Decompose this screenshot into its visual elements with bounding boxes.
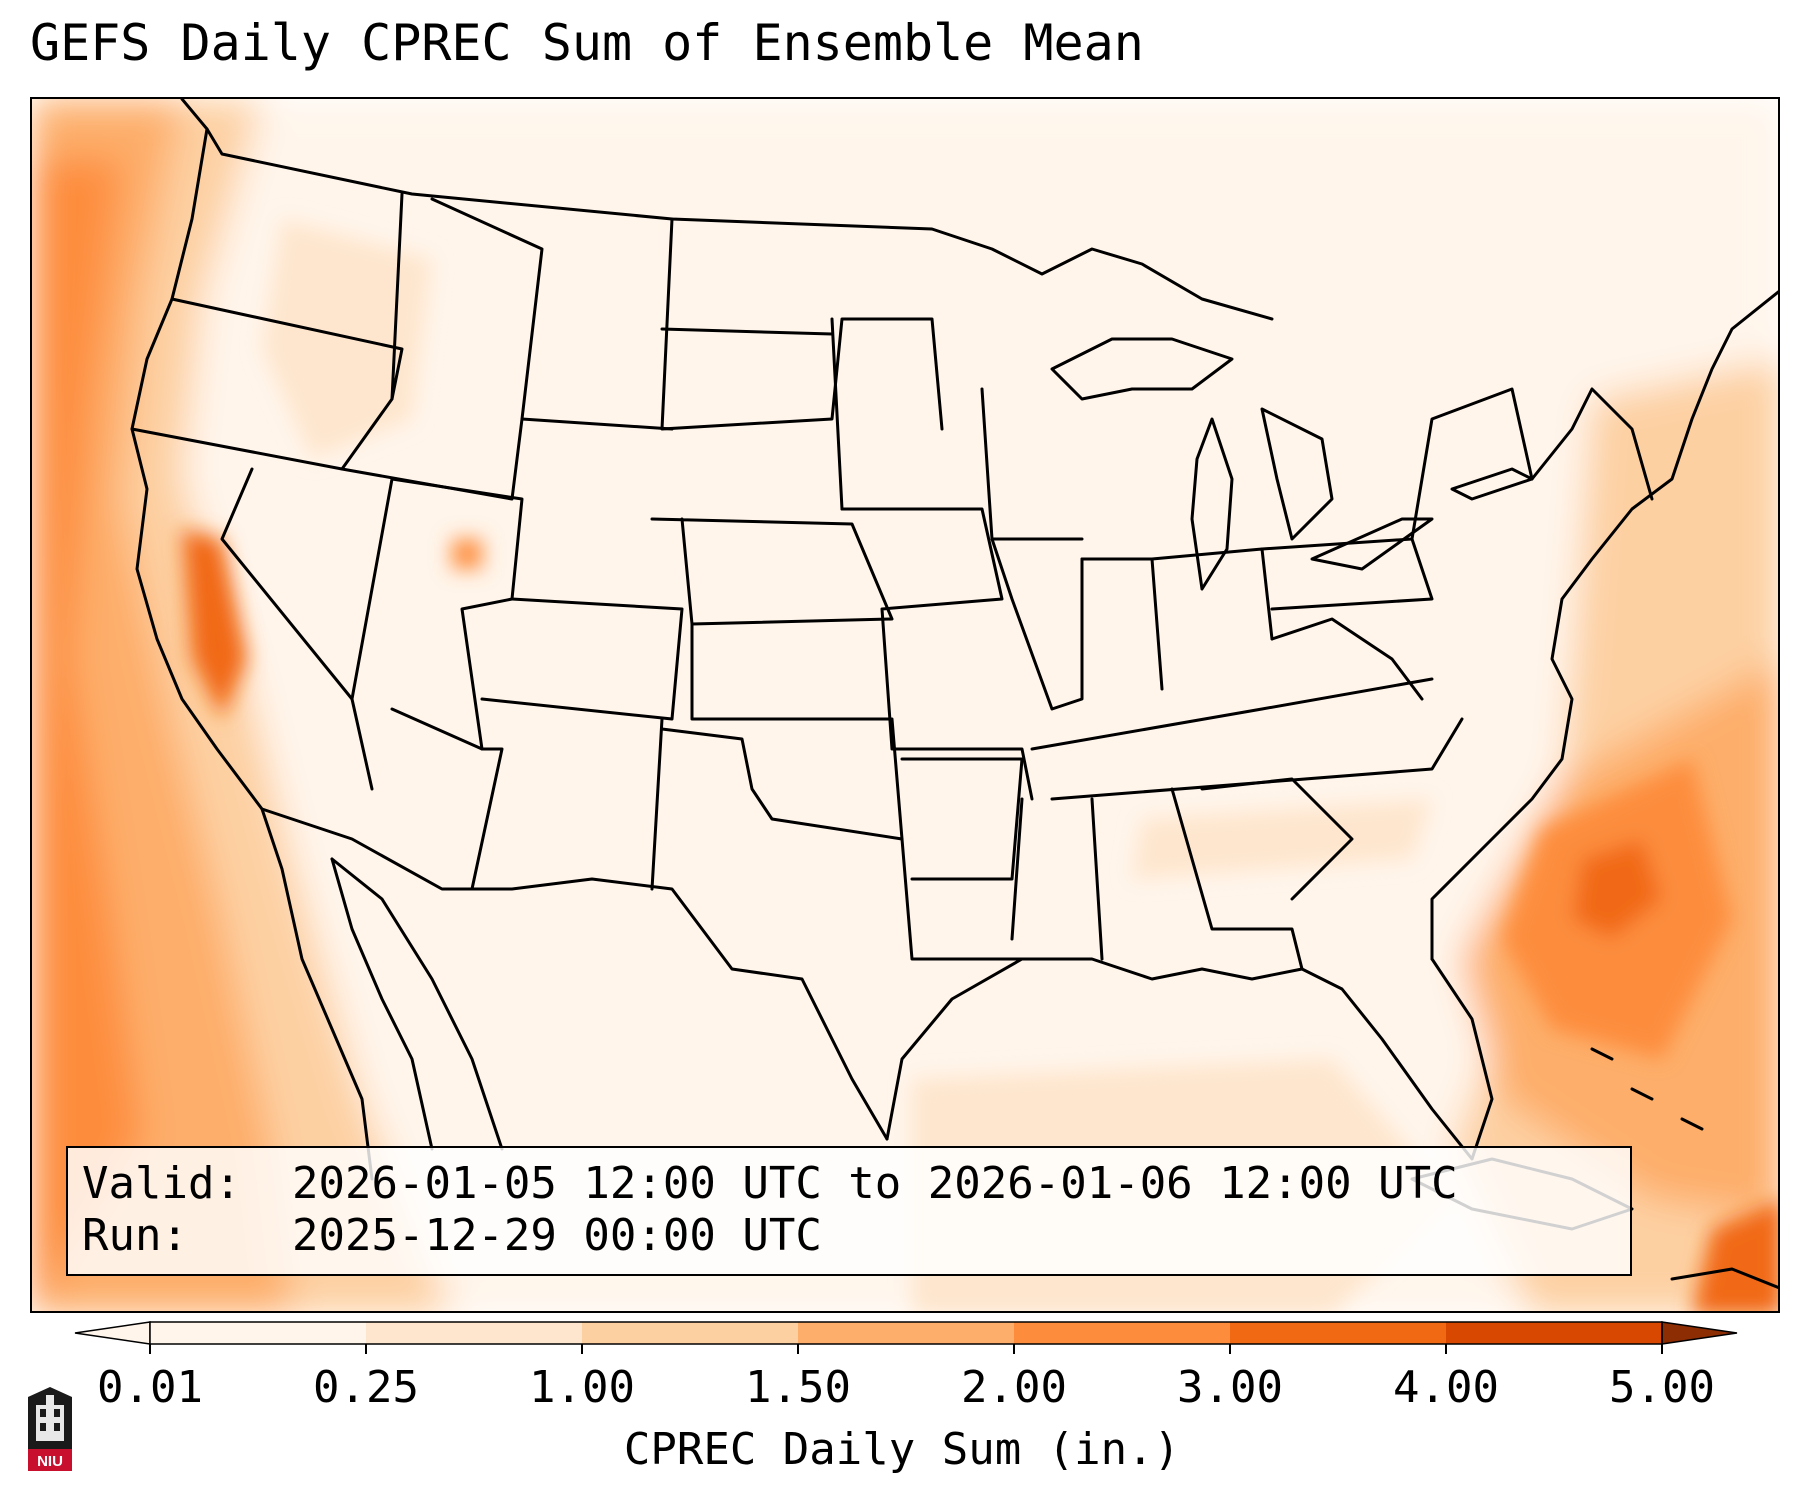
state-line-nm-tx [650, 717, 664, 891]
lake-superior [1050, 337, 1234, 401]
pacific-coastline [130, 99, 374, 1181]
state-line-co [480, 597, 684, 721]
colorbar-tick-label: 0.01 [97, 1362, 203, 1413]
state-line-la-tx [900, 837, 1024, 961]
gulf-of-california-coast [330, 857, 504, 1151]
state-line-id [340, 192, 524, 501]
precip-northwest-light [262, 219, 432, 459]
colorbar-segment [1446, 1322, 1663, 1344]
colorbar-tick-label: 0.25 [313, 1362, 419, 1413]
lake-erie [1310, 517, 1434, 571]
colorbar-extend-high [1661, 1321, 1738, 1345]
lake-michigan [1190, 417, 1234, 591]
geographic-boundaries [130, 99, 1778, 1290]
state-line-nd-sd [660, 327, 834, 336]
colorbar-segment [150, 1322, 367, 1344]
colorbar-tick-label: 4.00 [1393, 1362, 1499, 1413]
precip-sierra-max [182, 529, 247, 719]
colorbar-tick-label: 1.50 [745, 1362, 851, 1413]
colorbar-tick-label: 3.00 [1177, 1362, 1283, 1413]
colorbar [74, 1321, 1738, 1354]
state-line-ia-mo [840, 507, 1034, 801]
run-key: Run: [82, 1210, 188, 1261]
run-row: Run: 2025-12-29 00:00 UTC [82, 1214, 822, 1258]
niu-logo: NIU [28, 1387, 72, 1471]
lake-huron [1260, 407, 1334, 541]
precip-light-wash [32, 99, 1778, 1311]
precip-southeast-max [1572, 839, 1662, 939]
precip-tennessee-light [1132, 799, 1432, 879]
precip-caribbean-max [1692, 1200, 1778, 1311]
niu-logo-text: NIU [37, 1453, 63, 1470]
colorbar-tick-label: 2.00 [961, 1362, 1067, 1413]
precip-shading [32, 99, 1778, 1311]
state-line-new-england [1530, 387, 1654, 501]
us-mexico-border [260, 807, 889, 1141]
state-line-ne-ks [650, 517, 894, 626]
valid-run-info-box: Valid: 2026-01-05 12:00 UTC to 2026-01-06… [66, 1146, 1632, 1276]
colorbar-segment [582, 1322, 799, 1344]
valid-key: Valid: [82, 1158, 241, 1209]
map-title: GEFS Daily CPREC Sum of Ensemble Mean [30, 14, 1144, 72]
colorbar-ticks [149, 1344, 1663, 1354]
colorbar-segment [1230, 1322, 1447, 1344]
us-canada-border [205, 127, 1274, 321]
state-line-mt-wy [430, 197, 674, 431]
state-line-ga-sc [1200, 777, 1354, 901]
state-line-ms-al [1010, 787, 1304, 971]
bahamas-islands [1590, 1047, 1704, 1131]
state-line-ar [900, 757, 1024, 881]
colorbar-segment [1014, 1322, 1231, 1344]
precip-utah-spot [452, 539, 482, 569]
state-line-il-in [990, 537, 1084, 711]
colorbar-segment [798, 1322, 1015, 1344]
colorbar-outline [149, 1321, 1663, 1345]
state-line-ks-ok [660, 622, 904, 841]
colorbar-tick-label: 1.00 [529, 1362, 635, 1413]
precip-pacific-core [32, 159, 142, 1311]
colorbar-tick-label: 5.00 [1609, 1362, 1715, 1413]
state-line-pa-ny [1260, 387, 1534, 611]
state-line-wa-or [170, 297, 404, 401]
run-value: 2025-12-29 00:00 UTC [292, 1210, 822, 1261]
colorbar-label: CPREC Daily Sum (in.) [623, 1424, 1181, 1475]
baja-coastline [330, 857, 434, 1151]
colorbar-segments [74, 1321, 1738, 1345]
state-line-ky-tn [1050, 717, 1464, 801]
state-line-tn-nc [1030, 677, 1434, 751]
hispaniola-outline [1670, 1267, 1778, 1290]
atlantic-coastline [1430, 290, 1778, 961]
gulf-coastline [885, 957, 1494, 1161]
state-line-dakotas [660, 217, 944, 431]
university-tower-icon [28, 1387, 72, 1449]
precipitation-map [32, 99, 1778, 1311]
state-line-ca-nv [220, 467, 374, 791]
state-line-az-nm [390, 707, 504, 891]
colorbar-segment [366, 1322, 583, 1344]
state-line-ut [350, 477, 524, 751]
colorbar-extend-low [74, 1321, 151, 1345]
valid-value: 2026-01-05 12:00 UTC to 2026-01-06 12:00… [292, 1158, 1458, 1209]
state-line-or-ca [130, 427, 344, 471]
map-panel[interactable] [30, 97, 1780, 1313]
state-line-va-wv [1270, 617, 1424, 701]
valid-row: Valid: 2026-01-05 12:00 UTC to 2026-01-06… [82, 1162, 1458, 1206]
